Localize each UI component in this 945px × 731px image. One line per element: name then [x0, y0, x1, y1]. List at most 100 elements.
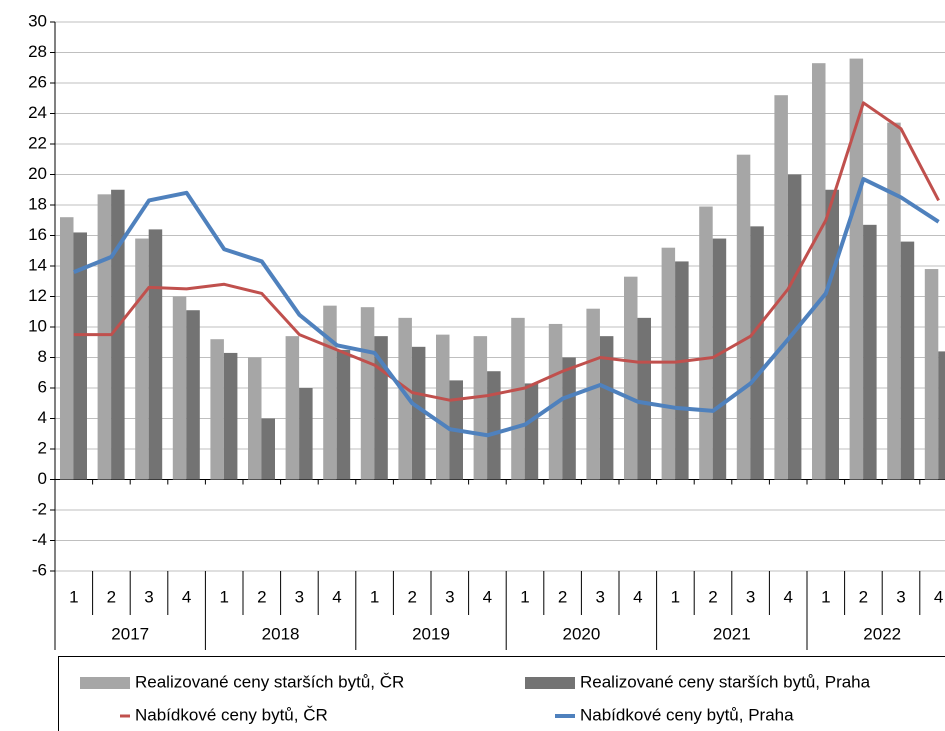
bar	[223, 352, 238, 480]
y-tick-label: 6	[38, 377, 47, 396]
bar	[261, 418, 275, 480]
legend-box	[58, 656, 945, 731]
x-tick-label: 4	[783, 587, 792, 606]
x-tick-label: 3	[595, 587, 604, 606]
y-tick-label: 0	[38, 469, 47, 488]
legend-label: Nabídkové ceny bytů, ČR	[135, 705, 328, 724]
x-tick-label: 4	[182, 587, 191, 606]
bar	[411, 346, 426, 480]
bar	[360, 307, 375, 480]
bar	[487, 371, 501, 480]
x-tick-label: 2	[407, 587, 416, 606]
y-tick-label: 10	[28, 316, 47, 335]
bar	[511, 317, 525, 480]
bar	[637, 317, 651, 480]
x-tick-label: 2	[708, 587, 717, 606]
legend-label: Realizované ceny starších bytů, Praha	[580, 672, 871, 691]
y-tick-label: 30	[28, 11, 47, 30]
year-label: 2017	[111, 624, 149, 643]
bar	[436, 334, 450, 480]
legend-label: Nabídkové ceny bytů, Praha	[580, 705, 794, 724]
y-tick-label: 12	[28, 286, 47, 305]
bar	[398, 317, 412, 480]
bar	[97, 194, 112, 480]
x-tick-label: 4	[633, 587, 642, 606]
x-tick-label: 2	[107, 587, 116, 606]
bar	[299, 388, 313, 480]
bar	[586, 308, 600, 480]
bar	[135, 238, 149, 480]
x-tick-label: 1	[69, 587, 78, 606]
bar	[285, 336, 300, 480]
bar	[774, 95, 788, 480]
bar	[248, 357, 262, 480]
y-tick-label: 24	[28, 103, 47, 122]
x-tick-label: 3	[144, 587, 153, 606]
y-tick-label: 2	[38, 438, 47, 457]
bar	[900, 241, 915, 480]
y-tick-label: 4	[38, 408, 47, 427]
bar	[825, 189, 839, 480]
y-tick-label: -2	[32, 499, 47, 518]
x-tick-label: 1	[671, 587, 680, 606]
x-tick-label: 2	[257, 587, 266, 606]
bar	[148, 229, 163, 480]
bar	[111, 189, 125, 480]
bar	[186, 310, 200, 480]
bar	[60, 217, 74, 480]
y-tick-label: 26	[28, 72, 47, 91]
y-tick-label: 20	[28, 164, 47, 183]
bar	[323, 305, 337, 480]
legend-label: Realizované ceny starších bytů, ČR	[135, 672, 404, 691]
bar	[736, 154, 751, 480]
bar	[924, 269, 939, 480]
legend-swatch	[80, 677, 130, 689]
bar	[787, 174, 802, 480]
x-tick-label: 3	[746, 587, 755, 606]
bar	[599, 336, 614, 480]
x-tick-label: 2	[859, 587, 868, 606]
bar	[938, 351, 945, 480]
y-tick-label: 14	[28, 255, 47, 274]
bar	[712, 238, 727, 480]
line	[73, 177, 940, 438]
x-tick-label: 3	[295, 587, 304, 606]
bar	[699, 206, 713, 480]
bar	[675, 261, 689, 480]
year-label: 2020	[562, 624, 600, 643]
x-tick-label: 4	[934, 587, 943, 606]
x-tick-label: 3	[896, 587, 905, 606]
y-tick-label: 16	[28, 225, 47, 244]
bar	[210, 339, 224, 480]
bar	[473, 336, 488, 480]
y-tick-label: 28	[28, 42, 47, 61]
year-label: 2019	[412, 624, 450, 643]
line	[73, 101, 940, 402]
bar	[750, 226, 764, 480]
x-tick-label: 1	[821, 587, 830, 606]
bar	[849, 58, 864, 480]
y-tick-label: -4	[32, 530, 47, 549]
legend-swatch	[525, 677, 575, 689]
x-tick-label: 4	[483, 587, 492, 606]
year-label: 2018	[262, 624, 300, 643]
bar	[336, 349, 351, 480]
bar	[661, 247, 676, 480]
y-tick-label: -6	[32, 560, 47, 579]
bar	[172, 296, 187, 480]
year-label: 2021	[713, 624, 751, 643]
x-tick-label: 3	[445, 587, 454, 606]
bar	[73, 232, 87, 480]
bar	[812, 63, 826, 480]
x-tick-label: 4	[332, 587, 341, 606]
y-tick-label: 22	[28, 133, 47, 152]
bar	[562, 357, 576, 480]
y-tick-label: 18	[28, 194, 47, 213]
x-tick-label: 1	[370, 587, 379, 606]
x-tick-label: 2	[558, 587, 567, 606]
x-tick-label: 1	[520, 587, 529, 606]
x-tick-label: 1	[219, 587, 228, 606]
bar	[887, 122, 901, 480]
year-label: 2022	[863, 624, 901, 643]
